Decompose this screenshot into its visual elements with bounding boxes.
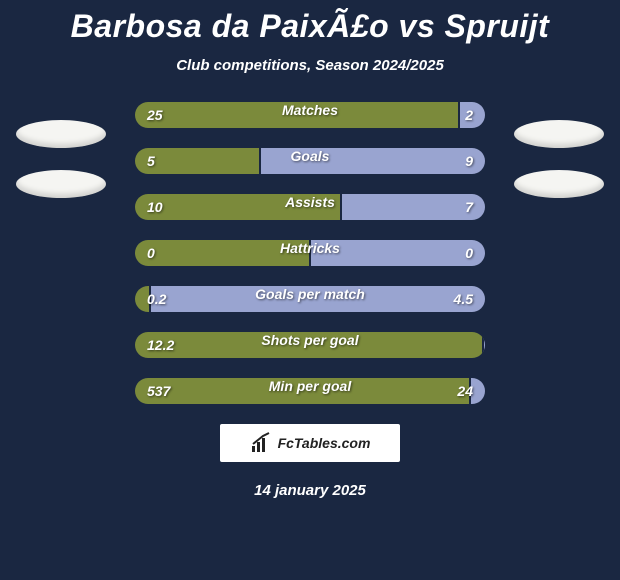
stat-row-overlay: 25 2 [135,102,485,128]
stat-row-overlay: 10 7 [135,194,485,220]
club-logo-placeholder [514,120,604,148]
stat-value-player1: 12.2 [147,337,187,353]
stat-value-player2: 4.5 [433,291,473,307]
club-logo-placeholder [16,170,106,198]
subtitle: Club competitions, Season 2024/2025 [0,57,620,74]
stat-row: Min per goal53724 [135,378,485,404]
stat-value-player2: 9 [433,153,473,169]
date-text: 14 january 2025 [0,482,620,499]
stat-row: Goals per match0.24.5 [135,286,485,312]
brand-logo-icon [250,432,272,454]
stat-value-player2: 7 [433,199,473,215]
stat-row-overlay: 00 [135,240,485,266]
stat-value-player1: 25 [147,107,187,123]
brand-text: FcTables.com [278,435,371,451]
stat-row-overlay: 12.2 [135,332,485,358]
stat-value-player2: 0 [433,245,473,261]
stat-value-player2: 24 [433,383,473,399]
stat-value-player2: 2 [433,107,473,123]
stat-value-player1: 0 [147,245,187,261]
stat-row-overlay: 0.2 4.5 [135,286,485,312]
stat-value-player1: 0.2 [147,291,187,307]
page-title: Barbosa da PaixÃ£o vs Spruijt [0,0,620,45]
stat-value-player1: 537 [147,383,187,399]
stat-row: Goals59 [135,148,485,174]
brand-badge: FcTables.com [220,424,400,462]
club-logo-placeholder [16,120,106,148]
stat-row-overlay: 537 24 [135,378,485,404]
stat-row: Assists107 [135,194,485,220]
stats-container: Matches252Goals59Assists107Hattricks00Go… [135,102,485,404]
stat-value-player1: 10 [147,199,187,215]
club-logo-placeholder [514,170,604,198]
stat-row: Shots per goal12.2 [135,332,485,358]
stat-row: Hattricks00 [135,240,485,266]
stat-row: Matches252 [135,102,485,128]
stat-value-player1: 5 [147,153,187,169]
stat-row-overlay: 59 [135,148,485,174]
